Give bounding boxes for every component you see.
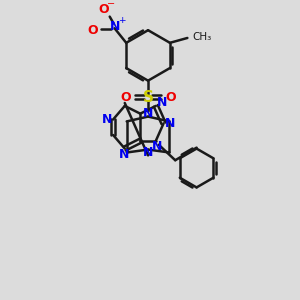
Text: N: N [157,97,167,110]
Text: N: N [110,20,121,33]
Text: N: N [143,146,153,159]
Text: N: N [118,148,129,161]
Text: +: + [118,16,125,25]
Text: O: O [87,24,98,37]
Text: −: − [106,0,115,9]
Text: O: O [99,3,109,16]
Text: N: N [165,117,176,130]
Text: O: O [165,91,176,104]
Text: N: N [143,107,153,120]
Text: O: O [120,91,131,104]
Text: CH₃: CH₃ [192,32,212,42]
Text: N: N [102,113,112,126]
Text: N: N [152,140,162,153]
Text: S: S [142,90,154,105]
